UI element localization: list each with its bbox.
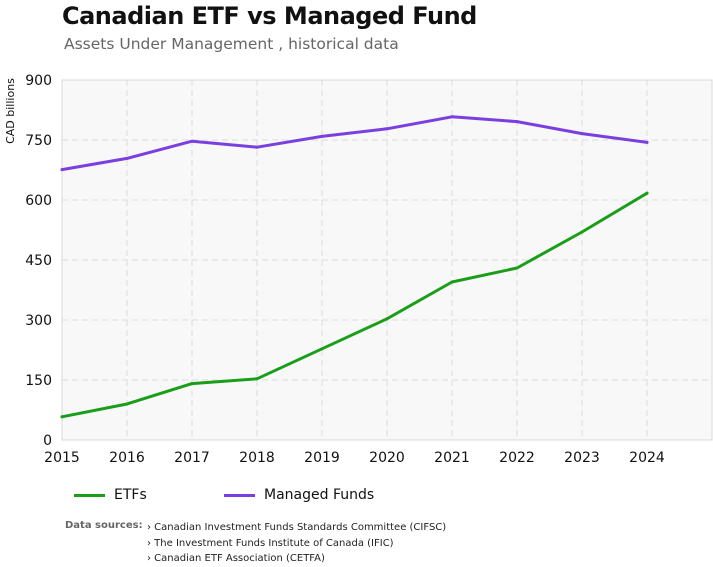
data-point[interactable]: [385, 127, 389, 131]
data-point[interactable]: [320, 347, 324, 351]
data-point[interactable]: [125, 402, 129, 406]
x-tick-label: 2022: [499, 450, 535, 466]
y-tick-label: 0: [43, 433, 52, 449]
x-tick-label: 2015: [44, 450, 80, 466]
x-tick-label: 2017: [174, 450, 210, 466]
data-point[interactable]: [645, 191, 649, 195]
data-sources-label: Data sources:: [65, 520, 143, 531]
source-item: › The Investment Funds Institute of Cana…: [147, 537, 394, 549]
data-point[interactable]: [60, 168, 64, 172]
x-tick-label: 2021: [434, 450, 470, 466]
y-tick-label: 450: [25, 253, 52, 269]
data-point[interactable]: [450, 115, 454, 119]
x-tick-label: 2018: [239, 450, 275, 466]
y-tick-label: 900: [25, 73, 52, 89]
legend-item-etfs[interactable]: ETFs: [74, 487, 147, 503]
x-tick-label: 2023: [564, 450, 600, 466]
data-point[interactable]: [515, 266, 519, 270]
data-point[interactable]: [580, 230, 584, 234]
series-line-managed-funds[interactable]: [60, 115, 649, 172]
line-chart: 0 150 300 450 600 750 900 2015 2016 2017 2018 2019…: [4, 73, 713, 466]
x-tick-label: 2016: [109, 450, 145, 466]
y-tick-label: 300: [25, 313, 52, 329]
data-point[interactable]: [580, 132, 584, 136]
legend-item-managed-funds[interactable]: Managed Funds: [224, 487, 374, 503]
data-point[interactable]: [125, 156, 129, 160]
data-point[interactable]: [190, 139, 194, 143]
data-point[interactable]: [320, 134, 324, 138]
data-point[interactable]: [255, 145, 259, 149]
legend-label-etfs: ETFs: [114, 487, 147, 503]
y-tick-label: 600: [25, 193, 52, 209]
source-item: › Canadian Investment Funds Standards Co…: [147, 522, 447, 533]
x-tick-label: 2019: [304, 450, 340, 466]
series-line-etfs[interactable]: [60, 191, 649, 419]
data-point[interactable]: [385, 317, 389, 321]
y-tick-label: 750: [25, 133, 52, 149]
x-tick-label: 2024: [629, 450, 665, 466]
legend-swatch-managed-funds: [224, 493, 255, 497]
x-tick-label: 2020: [369, 450, 405, 466]
legend-label-managed-funds: Managed Funds: [264, 487, 375, 503]
data-point[interactable]: [645, 140, 649, 144]
data-point[interactable]: [515, 120, 519, 124]
data-point[interactable]: [450, 280, 454, 284]
y-axis-label: CAD billions: [4, 78, 17, 144]
data-point[interactable]: [60, 415, 64, 419]
data-point[interactable]: [255, 377, 259, 381]
legend-swatch-etfs: [74, 493, 105, 497]
source-item: › Canadian ETF Association (CETFA): [147, 553, 325, 564]
data-point[interactable]: [190, 382, 194, 386]
chart-title: Canadian ETF vs Managed Fund: [62, 2, 477, 30]
chart-subtitle: Assets Under Management , historical dat…: [64, 35, 399, 53]
y-tick-label: 150: [25, 373, 52, 389]
